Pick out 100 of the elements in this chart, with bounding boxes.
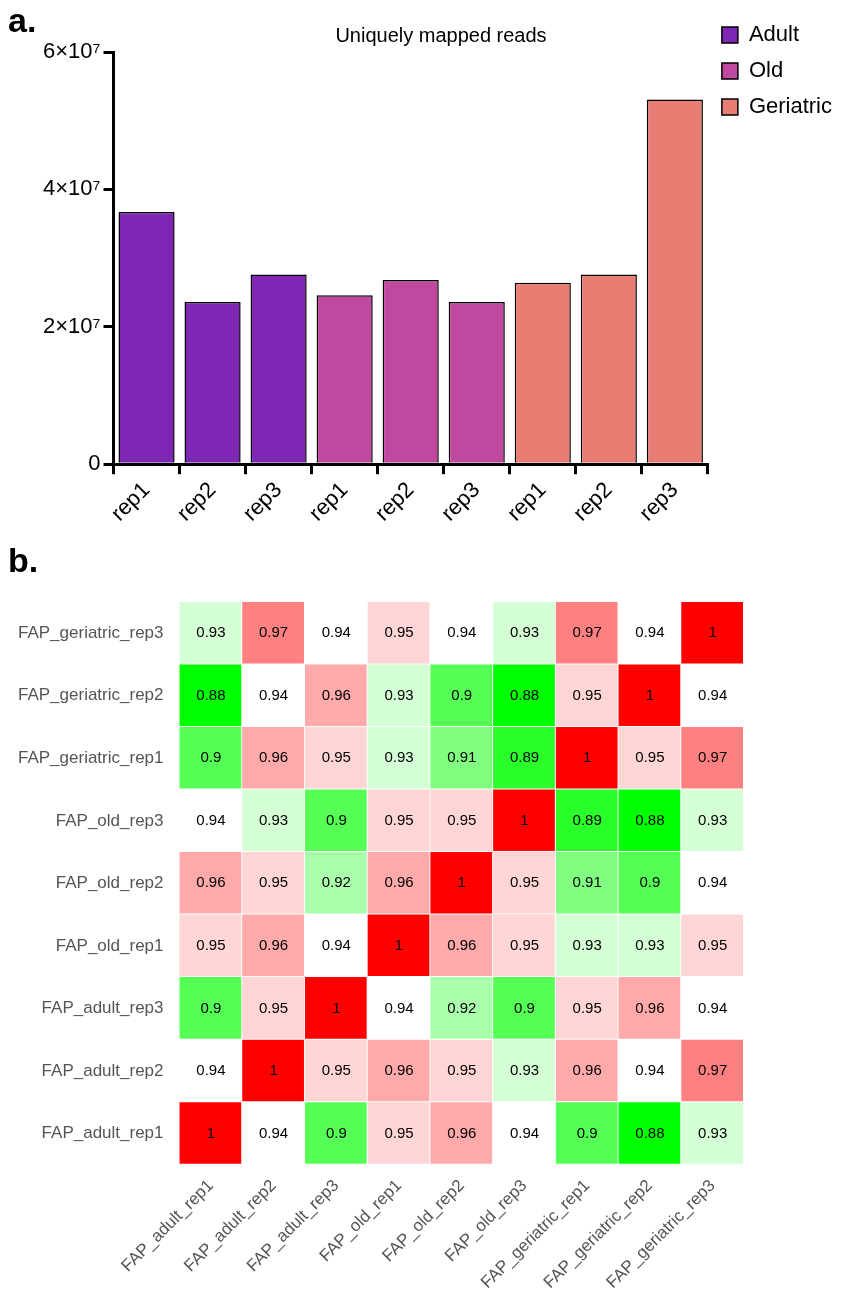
data-label: 0.88 (635, 1123, 665, 1141)
text: a. (8, 1, 37, 40)
y-tick-label: FAP_geriatric_rep2 (17, 685, 164, 705)
data-label: 0.93 (572, 936, 602, 953)
data-label: 0.9 (639, 873, 661, 891)
y-tick-label: 2×10⁷ (43, 312, 101, 338)
data-label: 0.95 (321, 1061, 351, 1079)
data-label: 0.9 (451, 685, 473, 703)
data-label: 0.96 (384, 873, 414, 891)
y-tick-label: FAP_adult_rep1 (41, 1123, 164, 1143)
data-label: 0.9 (514, 998, 535, 1016)
data-label: 0.94 (698, 873, 728, 891)
data-label: 0.94 (259, 685, 289, 703)
y-tick-label: FAP_old_rep3 (55, 810, 164, 830)
data-label: 0.94 (635, 623, 665, 641)
data-label: 0.96 (196, 873, 226, 891)
data-label: 0.97 (572, 623, 602, 641)
data-label: 0.94 (509, 1123, 540, 1141)
data-label: 0.9 (325, 810, 347, 828)
data-label: 0.95 (447, 810, 477, 828)
data-label: 0.96 (321, 685, 351, 703)
data-label: 0.96 (635, 998, 665, 1016)
y-tick-label: FAP_old_rep1 (55, 935, 164, 955)
data-label: 0.95 (384, 810, 414, 828)
data-label: 0.9 (576, 1123, 598, 1141)
data-label: 0.93 (384, 748, 414, 766)
data-label: 1 (394, 936, 404, 953)
data-label: 0.96 (447, 1123, 477, 1141)
data-label: 0.91 (572, 873, 602, 891)
y-tick-label: 0 (88, 450, 101, 476)
data-label: 0.95 (509, 936, 540, 953)
data-label: 0.96 (447, 936, 477, 953)
y-tick-label: 4×10⁷ (43, 175, 101, 201)
data-label: 0.95 (572, 685, 602, 703)
data-label: 0.88 (509, 685, 540, 703)
data-label: 0.94 (635, 1061, 665, 1079)
data-label: 0.95 (572, 998, 602, 1016)
data-label: 0.95 (196, 936, 226, 953)
data-label: 1 (520, 810, 529, 828)
data-label: 0.94 (698, 685, 728, 703)
data-label: 1 (269, 1061, 278, 1079)
data-label: 0.95 (384, 1123, 414, 1141)
data-label: 1 (206, 1123, 216, 1141)
data-label: 1 (708, 623, 717, 641)
data-label: 1 (583, 748, 592, 766)
data-label: 0.94 (384, 998, 414, 1016)
data-label: 0.96 (259, 936, 289, 953)
data-label: 0.94 (259, 1123, 289, 1141)
data-label: 0.93 (635, 936, 665, 953)
data-label: 0.89 (572, 810, 602, 828)
data-label: 0.95 (635, 748, 665, 766)
text: b. (8, 541, 39, 580)
y-tick-label: FAP_old_rep2 (55, 873, 164, 893)
data-label: 0.88 (635, 810, 665, 828)
data-label: 0.94 (196, 810, 226, 828)
data-label: 0.93 (509, 1061, 540, 1079)
data-label: 0.93 (196, 623, 226, 641)
data-label: 0.97 (698, 1061, 728, 1079)
data-label: 0.92 (321, 873, 351, 891)
data-label: 0.95 (259, 998, 289, 1016)
y-tick-label: 6×10⁷ (43, 38, 101, 64)
data-label: 1 (457, 873, 466, 891)
data-label: 0.88 (196, 685, 226, 703)
data-label: 0.94 (196, 1061, 226, 1079)
data-label: 0.97 (259, 623, 289, 641)
data-label: 0.96 (259, 748, 289, 766)
data-label: 0.93 (698, 1123, 728, 1141)
data-label: 0.95 (259, 873, 289, 891)
data-label: 0.95 (321, 748, 351, 766)
y-tick-label: FAP_adult_rep2 (41, 1060, 164, 1080)
data-label: 0.93 (698, 810, 728, 828)
data-label: 0.94 (447, 623, 477, 641)
chart-title: Uniquely mapped reads (335, 23, 547, 46)
data-label: 0.92 (447, 998, 477, 1016)
legend-label: Old (748, 57, 784, 83)
data-label: 0.95 (509, 873, 540, 891)
data-label: 0.9 (200, 998, 222, 1016)
data-label: 0.96 (384, 1061, 414, 1079)
data-label: 1 (332, 998, 341, 1016)
data-label: 0.96 (572, 1061, 602, 1079)
data-label: 0.94 (321, 936, 351, 953)
data-label: 0.94 (698, 998, 728, 1016)
legend-label: Adult (748, 21, 800, 47)
data-label: 0.97 (698, 748, 728, 766)
data-label: 1 (645, 685, 655, 703)
legend-label: Geriatric (748, 93, 832, 119)
data-label: 0.95 (447, 1061, 477, 1079)
data-label: 0.93 (259, 810, 289, 828)
data-label: 0.9 (325, 1123, 347, 1141)
data-label: 0.95 (698, 936, 728, 953)
data-label: 0.93 (384, 685, 414, 703)
data-label: 0.89 (509, 748, 540, 766)
data-label: 0.95 (384, 623, 414, 641)
y-tick-label: FAP_adult_rep3 (41, 998, 164, 1018)
data-label: 0.91 (447, 748, 477, 766)
y-tick-label: FAP_geriatric_rep3 (17, 622, 164, 642)
y-tick-label: FAP_geriatric_rep1 (17, 747, 164, 767)
data-label: 0.94 (321, 623, 351, 641)
data-label: 0.93 (509, 623, 540, 641)
data-label: 0.9 (200, 748, 222, 766)
